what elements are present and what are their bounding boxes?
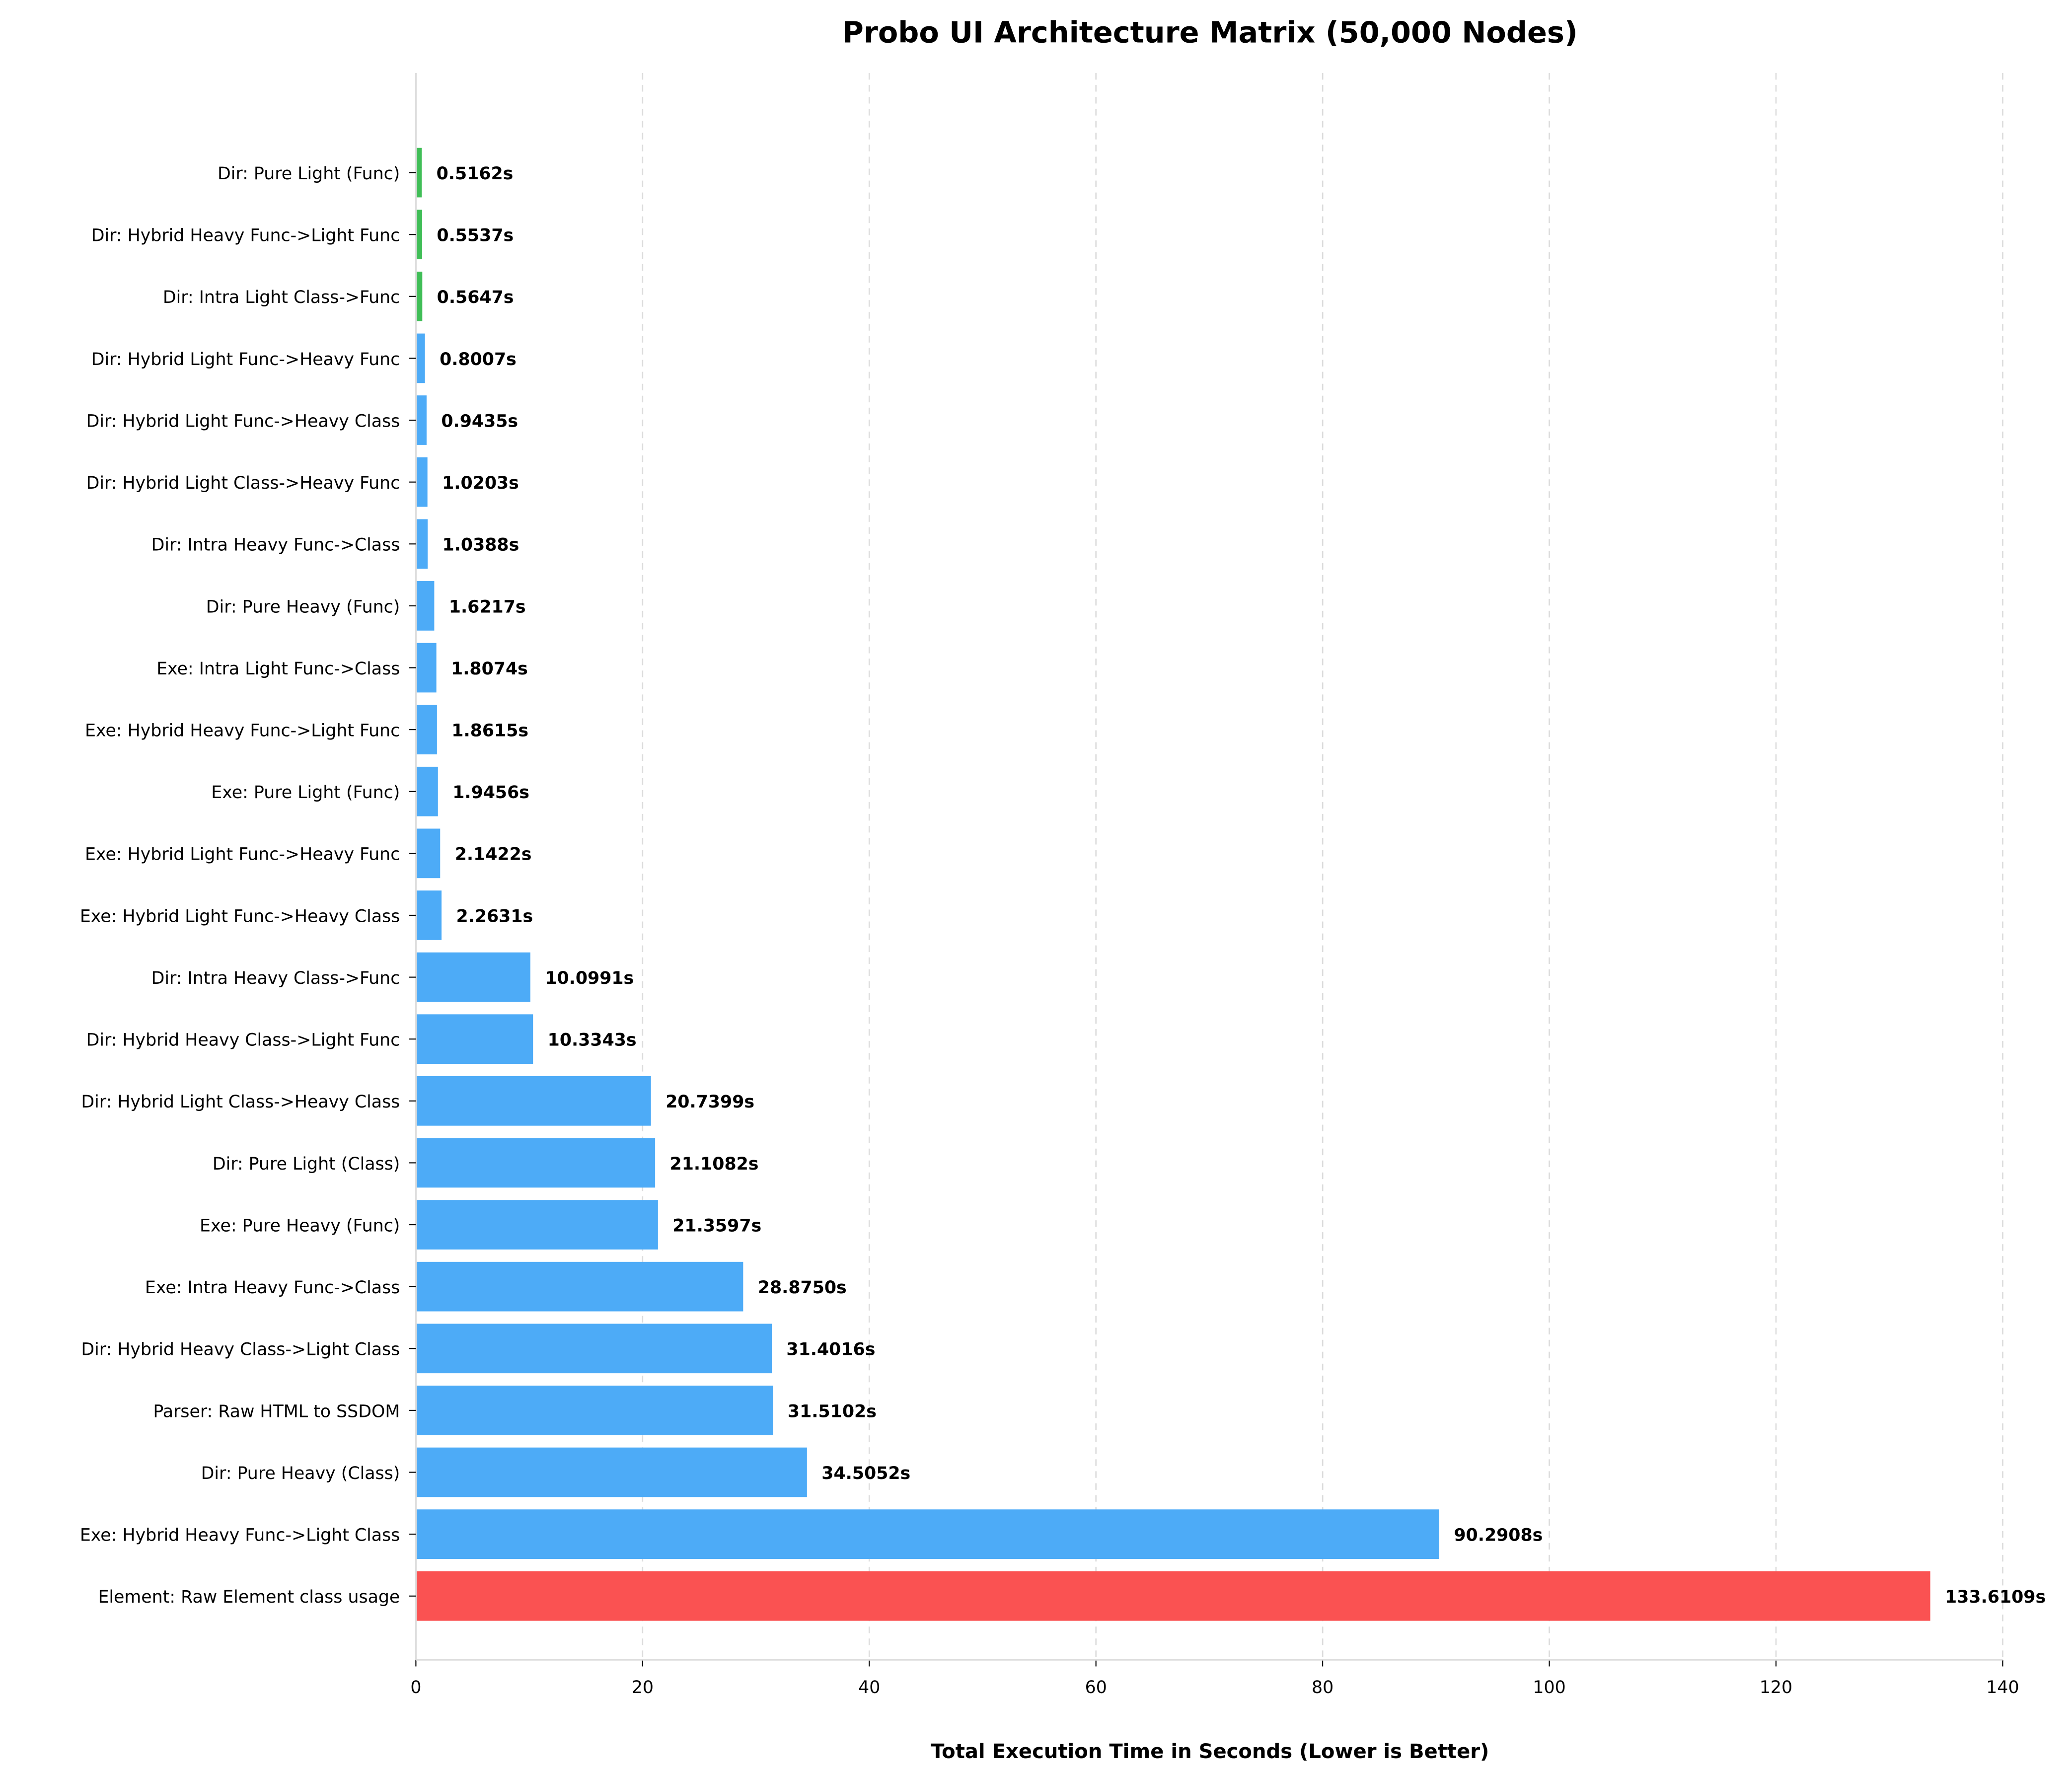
x-tick-label: 20 — [632, 1678, 654, 1697]
bar — [416, 1261, 743, 1312]
bar — [416, 395, 427, 445]
x-tick-label: 140 — [1986, 1678, 2019, 1697]
category-label: Exe: Pure Heavy (Func) — [200, 1216, 400, 1236]
category-label: Dir: Hybrid Light Class->Heavy Func — [86, 473, 400, 493]
x-tick-label: 80 — [1312, 1678, 1333, 1697]
data-label: 10.0991s — [545, 968, 634, 988]
category-label: Dir: Hybrid Light Class->Heavy Class — [81, 1092, 400, 1112]
data-label: 1.0203s — [442, 473, 519, 493]
data-label: 1.8615s — [451, 721, 528, 740]
bar — [416, 1200, 658, 1250]
axes: 0 20 40 60 80 100 120 140 Dir: Pure Light (Func)… — [80, 73, 2019, 1697]
data-label: 1.8074s — [451, 659, 528, 679]
category-label: Dir: Hybrid Light Func->Heavy Class — [86, 411, 400, 431]
bar — [416, 828, 441, 879]
bar — [416, 333, 425, 383]
data-label: 28.8750s — [758, 1278, 847, 1298]
data-label: 21.3597s — [672, 1216, 761, 1236]
category-label: Exe: Hybrid Heavy Func->Light Class — [80, 1526, 400, 1546]
category-label: Dir: Intra Heavy Func->Class — [151, 535, 400, 555]
data-label: 2.1422s — [455, 845, 532, 865]
bar — [416, 519, 428, 569]
data-label: 133.6109s — [1945, 1587, 2046, 1607]
bar — [416, 766, 438, 816]
category-label: Exe: Hybrid Light Func->Heavy Func — [85, 845, 400, 865]
x-axis-label: Total Execution Time in Seconds (Lower i… — [931, 1740, 1489, 1763]
data-label: 0.9435s — [441, 411, 518, 431]
bar — [416, 271, 423, 321]
category-label: Dir: Hybrid Light Func->Heavy Func — [91, 350, 400, 369]
category-label: Exe: Intra Heavy Func->Class — [145, 1278, 400, 1298]
bar — [416, 457, 428, 507]
category-label: Exe: Pure Light (Func) — [211, 783, 400, 803]
category-label: Dir: Hybrid Heavy Class->Light Class — [81, 1340, 400, 1360]
category-label: Dir: Hybrid Heavy Func->Light Func — [91, 226, 400, 246]
category-label: Dir: Intra Light Class->Func — [163, 288, 400, 307]
category-label: Exe: Hybrid Light Func->Heavy Class — [80, 906, 400, 926]
x-tick-label: 40 — [858, 1678, 880, 1697]
data-label: 0.5162s — [437, 164, 514, 184]
bar — [416, 1138, 656, 1188]
data-label: 0.8007s — [440, 350, 517, 369]
bar — [416, 1509, 1439, 1559]
x-tick-label: 0 — [410, 1678, 421, 1697]
data-label: 1.0388s — [443, 535, 519, 555]
bar — [416, 1324, 772, 1374]
chart-title: Probo UI Architecture Matrix (50,000 Nod… — [842, 15, 1578, 50]
bar — [416, 890, 442, 940]
bars: 0.5162s 0.5537s 0.5647s 0.8007s 0.9435s 1.020… — [416, 148, 2046, 1621]
bar — [416, 1076, 651, 1126]
x-tick-label: 120 — [1760, 1678, 1792, 1697]
bar — [416, 1386, 773, 1435]
data-label: 34.5052s — [821, 1464, 910, 1483]
bar — [416, 643, 437, 693]
category-label: Dir: Pure Light (Class) — [213, 1154, 400, 1174]
data-label: 1.6217s — [449, 597, 526, 617]
category-label: Dir: Pure Heavy (Class) — [201, 1464, 400, 1483]
data-label: 31.5102s — [788, 1401, 877, 1421]
bar — [416, 1447, 807, 1497]
data-label: 1.9456s — [452, 783, 529, 803]
category-label: Parser: Raw HTML to SSDOM — [153, 1401, 400, 1421]
category-label: Dir: Pure Heavy (Func) — [206, 597, 400, 617]
bar — [416, 581, 435, 631]
data-label: 0.5537s — [437, 226, 514, 246]
bar — [416, 148, 422, 198]
bar — [416, 1014, 533, 1064]
x-tick-label: 100 — [1533, 1678, 1565, 1697]
data-label: 21.1082s — [670, 1154, 759, 1174]
category-label: Dir: Pure Light (Func) — [218, 164, 400, 184]
category-label: Dir: Hybrid Heavy Class->Light Func — [86, 1031, 400, 1050]
data-label: 2.2631s — [456, 906, 533, 926]
gridlines — [415, 73, 2003, 1660]
data-label: 31.4016s — [786, 1340, 875, 1360]
bar — [416, 1571, 1930, 1621]
bar — [416, 705, 437, 754]
category-label: Dir: Intra Heavy Class->Func — [151, 968, 400, 988]
bar — [416, 952, 530, 1002]
data-label: 0.5647s — [437, 288, 514, 307]
category-label: Element: Raw Element class usage — [98, 1587, 400, 1607]
category-label: Exe: Intra Light Func->Class — [156, 659, 400, 679]
category-label: Exe: Hybrid Heavy Func->Light Func — [85, 721, 400, 740]
bar — [416, 210, 423, 260]
data-label: 10.3343s — [548, 1031, 637, 1050]
data-label: 90.2908s — [1454, 1526, 1543, 1546]
x-tick-label: 60 — [1085, 1678, 1107, 1697]
data-label: 20.7399s — [666, 1092, 754, 1112]
